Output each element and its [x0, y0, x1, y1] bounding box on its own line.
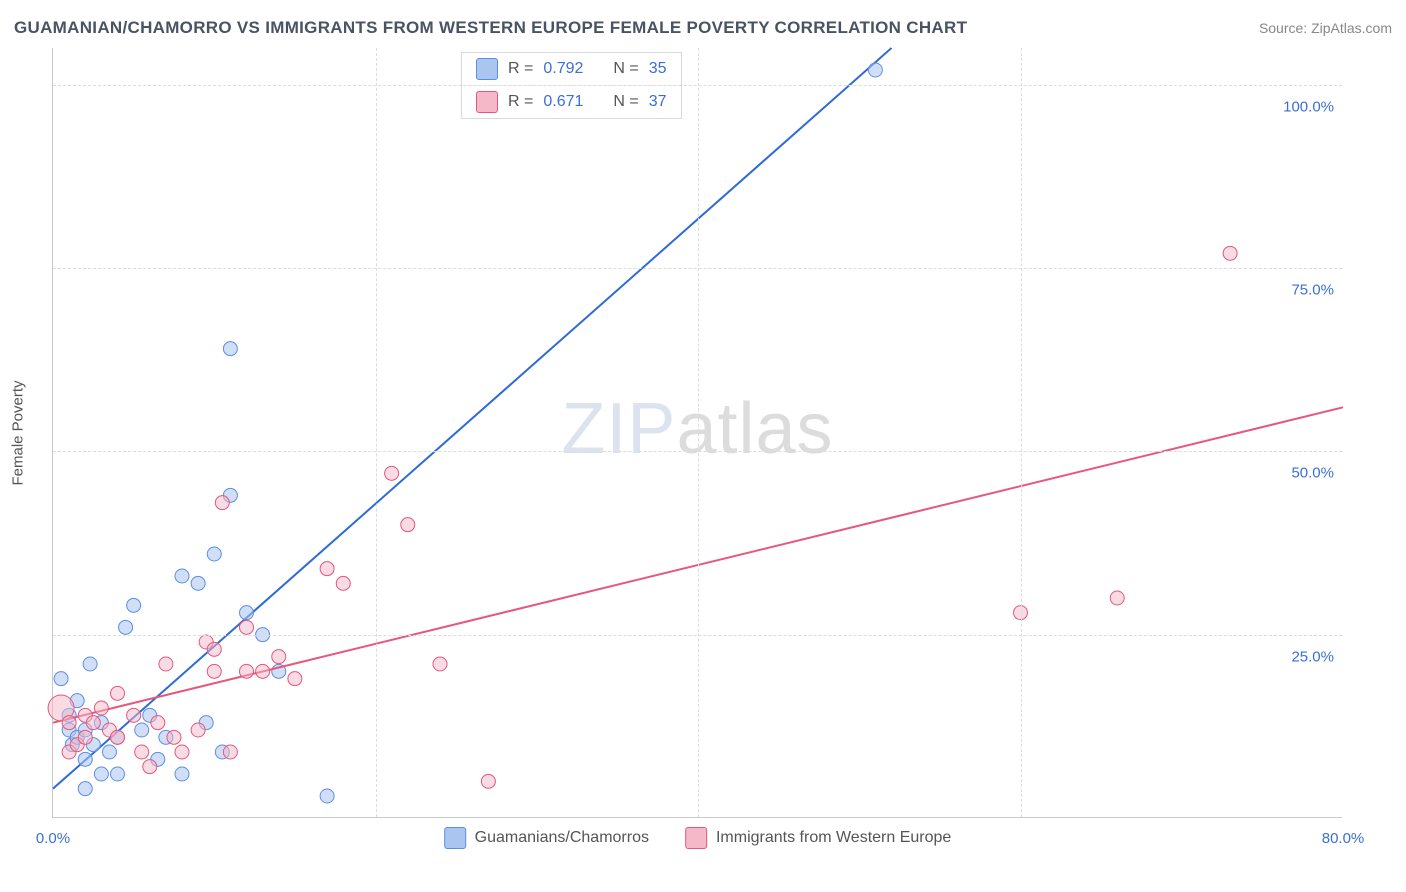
stat-n-label-1: N = — [613, 93, 638, 111]
y-axis-label: Female Poverty — [10, 380, 27, 485]
stat-row-series-1: R = 0.671 N = 37 — [462, 85, 681, 118]
chart-source: Source: ZipAtlas.com — [1259, 20, 1392, 36]
stat-r-value-0: 0.792 — [543, 60, 583, 78]
stat-row-series-0: R = 0.792 N = 35 — [462, 53, 681, 85]
y-tick-label: 25.0% — [1291, 648, 1334, 665]
stat-swatch-1 — [476, 91, 498, 113]
bottom-legend: Guamanians/Chamorros Immigrants from Wes… — [444, 827, 952, 849]
x-tick-label: 80.0% — [1322, 830, 1365, 847]
legend-swatch-1 — [685, 827, 707, 849]
x-tick-label: 0.0% — [36, 830, 70, 847]
legend-item-1: Immigrants from Western Europe — [685, 827, 951, 849]
y-tick-label: 75.0% — [1291, 282, 1334, 299]
stat-r-label-0: R = — [508, 60, 533, 78]
stat-n-value-1: 37 — [649, 93, 667, 111]
y-tick-label: 100.0% — [1283, 98, 1334, 115]
chart-title: GUAMANIAN/CHAMORRO VS IMMIGRANTS FROM WE… — [14, 18, 967, 38]
chart-header: GUAMANIAN/CHAMORRO VS IMMIGRANTS FROM WE… — [14, 18, 1392, 38]
legend-label-1: Immigrants from Western Europe — [716, 829, 951, 847]
stat-n-value-0: 35 — [649, 60, 667, 78]
chart-plot-area: Female Poverty ZIPatlas R = 0.792 N = 35… — [52, 48, 1342, 818]
y-tick-label: 50.0% — [1291, 465, 1334, 482]
legend-item-0: Guamanians/Chamorros — [444, 827, 649, 849]
legend-label-0: Guamanians/Chamorros — [475, 829, 649, 847]
stat-r-label-1: R = — [508, 93, 533, 111]
stat-n-label-0: N = — [613, 60, 638, 78]
stat-r-value-1: 0.671 — [543, 93, 583, 111]
legend-swatch-0 — [444, 827, 466, 849]
stat-swatch-0 — [476, 58, 498, 80]
